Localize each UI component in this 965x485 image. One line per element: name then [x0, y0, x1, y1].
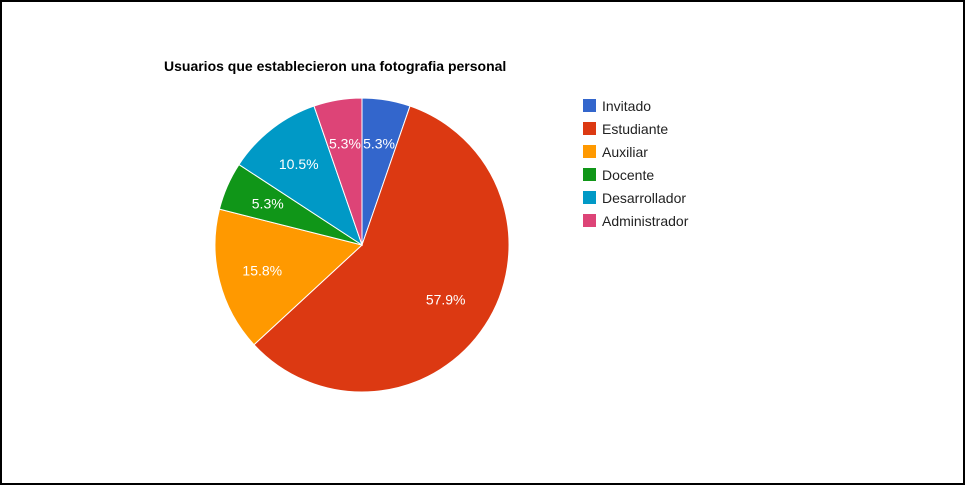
legend-label: Invitado: [602, 97, 652, 114]
legend-swatch: [583, 99, 596, 112]
chart-title: Usuarios que establecieron una fotografi…: [164, 58, 507, 74]
legend-label: Auxiliar: [602, 143, 648, 160]
legend-label: Administrador: [602, 212, 689, 229]
pie-slice-administrador: [313, 97, 363, 246]
legend-item-auxiliar: Auxiliar: [583, 140, 688, 163]
legend-item-estudiante: Estudiante: [583, 117, 688, 140]
legend-item-invitado: Invitado: [583, 94, 688, 117]
slice-label-estudiante: 57.9%: [426, 292, 466, 308]
slice-label-invitado: 5.3%: [363, 136, 395, 152]
slice-label-auxiliar: 15.8%: [242, 262, 282, 278]
legend-label: Estudiante: [602, 120, 669, 137]
legend-label: Desarrollador: [602, 189, 687, 206]
legend-swatch: [583, 191, 596, 204]
pie-slice-estudiante: [253, 105, 510, 393]
pie-slice-auxiliar: [214, 208, 364, 346]
legend-item-docente: Docente: [583, 163, 688, 186]
pie-slice-desarrollador: [238, 105, 363, 247]
slice-label-desarrollador: 10.5%: [279, 156, 319, 172]
legend-label: Docente: [602, 166, 655, 183]
legend-swatch: [583, 214, 596, 227]
chart-legend: Invitado Estudiante Auxiliar Docente Desarro…: [583, 94, 688, 232]
legend-item-administrador: Administrador: [583, 209, 688, 232]
legend-swatch: [583, 145, 596, 158]
legend-swatch: [583, 122, 596, 135]
legend-item-desarrollador: Desarrollador: [583, 186, 688, 209]
legend-swatch: [583, 168, 596, 181]
slice-label-docente: 5.3%: [252, 196, 284, 212]
slice-label-administrador: 5.3%: [329, 136, 361, 152]
